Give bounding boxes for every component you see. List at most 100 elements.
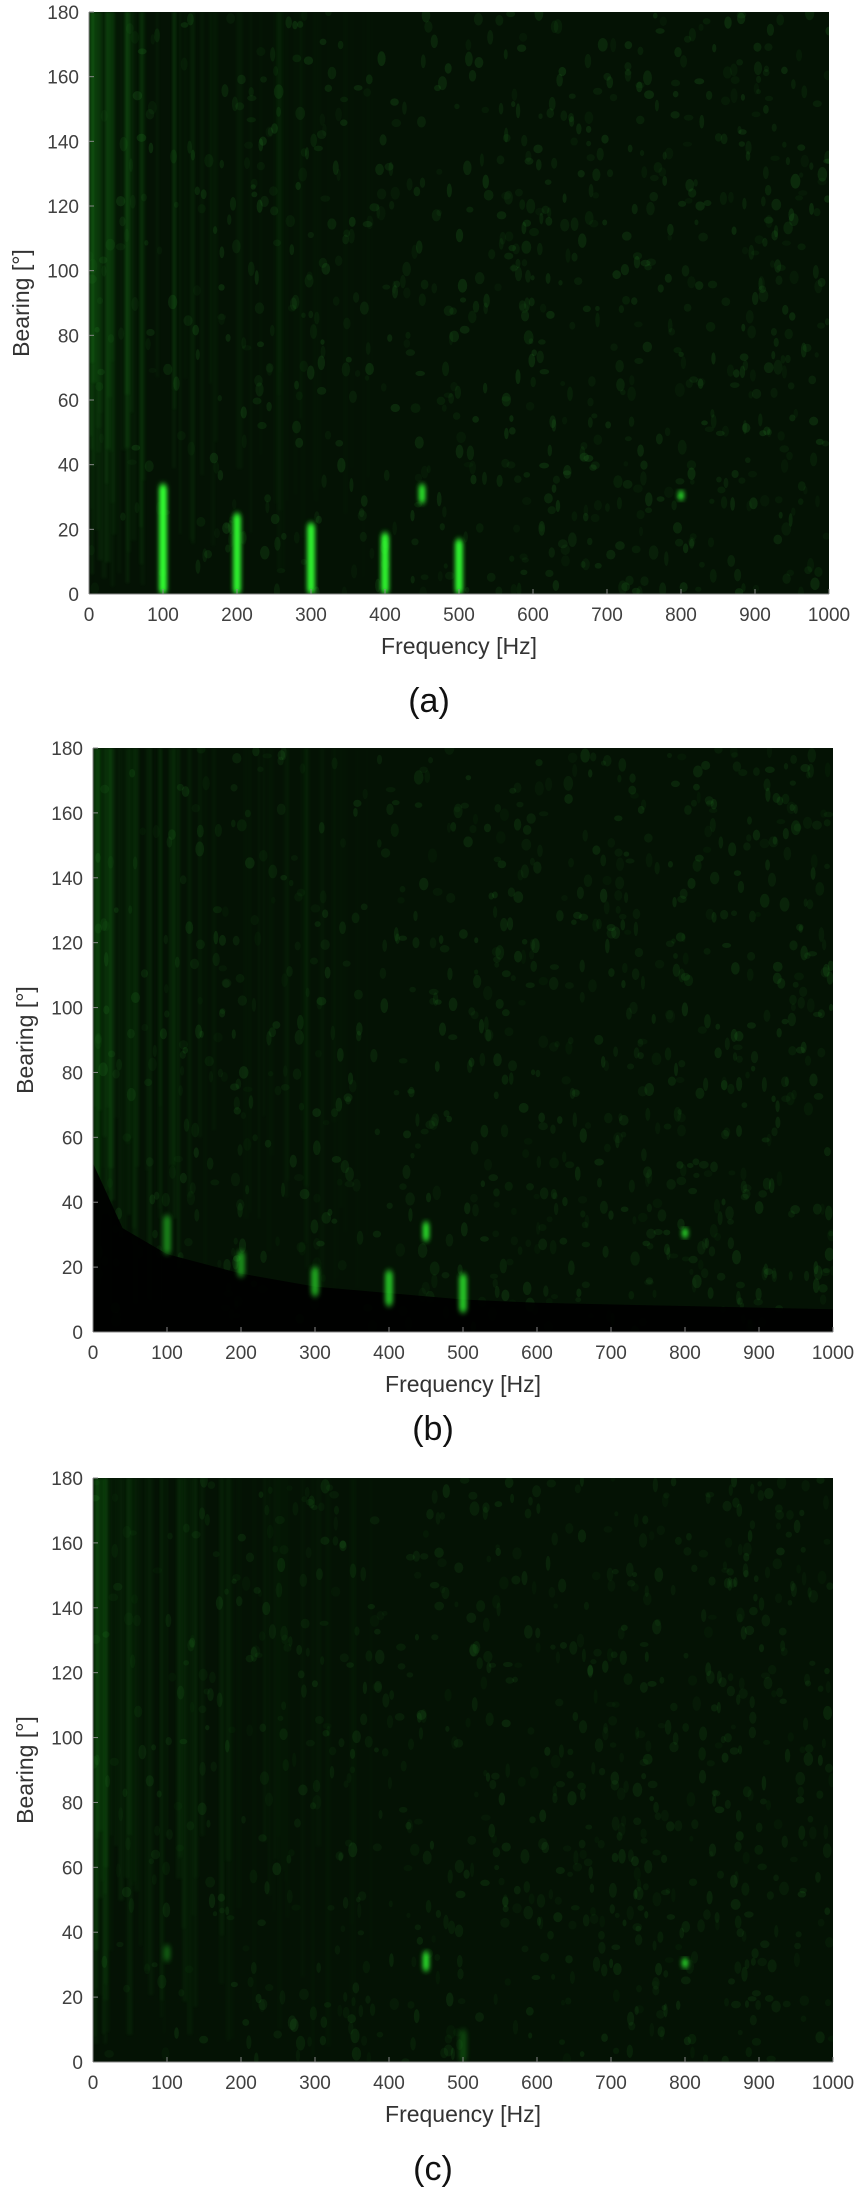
noise-texture (89, 12, 829, 594)
y-tick-label: 120 (51, 1664, 83, 1685)
x-tick-label: 600 (521, 1343, 553, 1364)
y-tick-label: 60 (62, 1858, 83, 1879)
peak-400hz (381, 532, 389, 594)
peak-800hz (681, 1958, 689, 1968)
peak-300hz (311, 1267, 319, 1297)
x-axis-label: Frequency [Hz] (381, 633, 537, 659)
peak-100hz (163, 1945, 171, 1962)
x-tick-label: 500 (447, 2073, 479, 2094)
x-tick-label: 0 (88, 2073, 99, 2094)
peak-450hz (422, 1221, 430, 1242)
y-tick-label: 60 (62, 1128, 83, 1149)
y-tick-label: 20 (62, 1988, 83, 2009)
peak-500hz (459, 1273, 467, 1313)
y-tick-label: 40 (62, 1193, 83, 1214)
y-axis-label: Bearing [°] (12, 986, 38, 1094)
noise-texture (93, 748, 833, 1332)
y-tick-label: 80 (58, 326, 79, 347)
x-tick-label: 700 (591, 605, 623, 626)
y-tick-label: 160 (51, 1534, 83, 1555)
x-tick-label: 500 (447, 1343, 479, 1364)
x-tick-label: 100 (151, 1343, 183, 1364)
y-tick-label: 40 (62, 1923, 83, 1944)
y-axis-label: Bearing [°] (12, 1716, 38, 1824)
peak-100hz (159, 484, 167, 594)
y-tick-label: 0 (72, 2053, 83, 2074)
panel-label: (b) (412, 1410, 454, 1448)
noise-texture (93, 1478, 833, 2062)
plot-area (89, 12, 829, 594)
panel-3: 0 100 200 300 400 500 600 700 800 900 1000 0 20 40 60 8… (12, 1469, 854, 2188)
x-tick-label: 900 (743, 2073, 775, 2094)
y-tick-label: 180 (51, 1469, 83, 1490)
panel-1: 0 100 200 300 400 500 600 700 800 900 1000 0 20 40 60 8… (8, 3, 850, 720)
y-tick-label: 120 (47, 197, 79, 218)
x-tick-label: 1000 (808, 605, 850, 626)
y-tick-label: 20 (58, 520, 79, 541)
plot-area (93, 748, 833, 1332)
x-tick-label: 300 (295, 605, 327, 626)
peak-450hz (418, 484, 426, 504)
x-tick-label: 300 (299, 1343, 331, 1364)
panel-label: (c) (413, 2150, 453, 2188)
x-axis-label: Frequency [Hz] (385, 2101, 541, 2127)
peak-800hz (677, 490, 685, 501)
peak-800hz (681, 1228, 689, 1238)
y-tick-label: 140 (51, 869, 83, 890)
y-tick-label: 100 (51, 1729, 83, 1750)
x-tick-label: 400 (373, 1343, 405, 1364)
x-tick-label: 500 (443, 605, 475, 626)
peak-500hz (455, 539, 463, 594)
y-tick-label: 160 (47, 68, 79, 89)
y-tick-label: 140 (47, 132, 79, 153)
peak-450hz (422, 1951, 430, 1972)
y-tick-label: 100 (51, 999, 83, 1020)
y-tick-label: 60 (58, 391, 79, 412)
x-axis-label: Frequency [Hz] (385, 1371, 541, 1397)
shadow-region (93, 1163, 833, 1332)
x-tick-label: 900 (743, 1343, 775, 1364)
x-tick-label: 400 (373, 2073, 405, 2094)
peak-500hz (459, 2029, 467, 2062)
y-tick-label: 100 (47, 262, 79, 283)
y-tick-label: 40 (58, 456, 79, 477)
y-tick-label: 20 (62, 1258, 83, 1279)
y-tick-label: 180 (47, 3, 79, 24)
x-tick-label: 800 (669, 2073, 701, 2094)
x-tick-label: 100 (147, 605, 179, 626)
peak-200hz (233, 513, 241, 594)
x-tick-label: 800 (665, 605, 697, 626)
y-tick-label: 80 (62, 1793, 83, 1814)
y-tick-label: 0 (68, 585, 79, 606)
x-tick-label: 700 (595, 2073, 627, 2094)
panel-label: (a) (408, 682, 450, 720)
peak-100hz (163, 1215, 171, 1255)
panel-2: 0 100 200 300 400 500 600 700 800 900 1000 0 20 40 60 8… (12, 739, 854, 1448)
x-tick-label: 400 (369, 605, 401, 626)
y-tick-label: 120 (51, 934, 83, 955)
x-tick-label: 200 (221, 605, 253, 626)
x-tick-label: 1000 (812, 1343, 854, 1364)
x-tick-label: 0 (88, 1343, 99, 1364)
y-tick-label: 160 (51, 804, 83, 825)
peak-200hz (237, 1250, 245, 1277)
x-tick-label: 1000 (812, 2073, 854, 2094)
y-tick-label: 180 (51, 739, 83, 760)
x-tick-label: 800 (669, 1343, 701, 1364)
x-tick-label: 700 (595, 1343, 627, 1364)
x-tick-label: 300 (299, 2073, 331, 2094)
plot-area (93, 1478, 833, 2062)
x-tick-label: 600 (517, 605, 549, 626)
x-tick-label: 200 (225, 1343, 257, 1364)
y-tick-label: 80 (62, 1063, 83, 1084)
x-tick-label: 200 (225, 2073, 257, 2094)
x-tick-label: 100 (151, 2073, 183, 2094)
y-axis-label: Bearing [°] (8, 249, 34, 357)
peak-400hz (385, 1270, 393, 1307)
x-tick-label: 0 (84, 605, 95, 626)
y-tick-label: 140 (51, 1599, 83, 1620)
y-tick-label: 0 (72, 1323, 83, 1344)
peak-300hz (307, 522, 315, 594)
x-tick-label: 900 (739, 605, 771, 626)
